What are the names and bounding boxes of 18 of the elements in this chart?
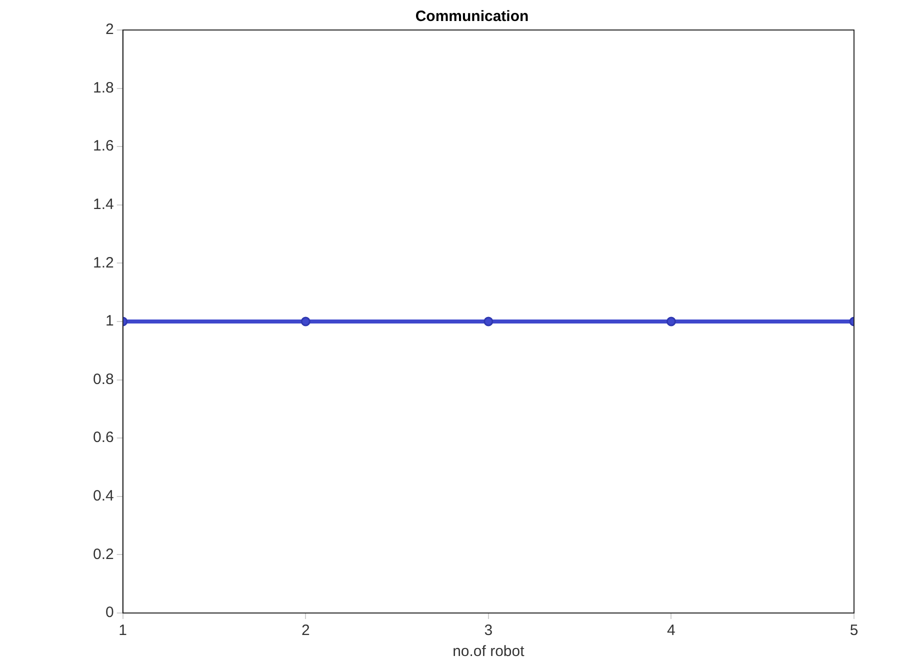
y-tick-label: 1.8 (92, 79, 114, 96)
y-tick-label: 0.8 (92, 370, 114, 388)
y-tick-label: 0.6 (92, 429, 114, 446)
chart-title: Communication (415, 8, 529, 26)
y-tick-label: 0.4 (92, 488, 114, 505)
x-axis-title: no.of robot (452, 643, 526, 660)
x-tick-label: 3 (484, 622, 493, 640)
y-tick-label: 0 (106, 604, 114, 622)
x-tick-label: 2 (301, 622, 310, 640)
y-tick-label: 1.2 (92, 254, 114, 272)
x-tick-label: 1 (118, 622, 128, 640)
y-tick-label: 1 (106, 312, 114, 330)
x-tick-label: 5 (850, 622, 858, 640)
y-tick-label: 1.4 (92, 196, 114, 214)
y-tick-label: 2 (106, 21, 114, 38)
y-tick-label: 1.6 (92, 138, 114, 155)
x-tick-label: 4 (667, 622, 676, 640)
y-tick-label: 0.2 (92, 546, 114, 563)
